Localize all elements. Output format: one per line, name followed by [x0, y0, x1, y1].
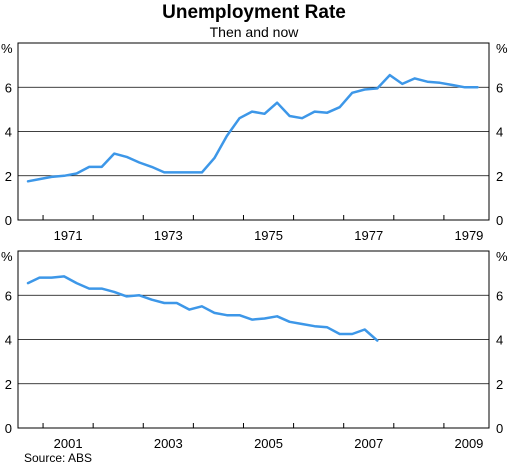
panel-top: 0 0 2 2 4 4 6 6% % 1971 1973 1975 1977 1979 [1, 41, 508, 243]
y-tick-label-right: 2 [496, 169, 503, 184]
y-tick-label-right: 6 [496, 288, 503, 303]
series-line [26, 73, 479, 183]
unit-label-right: % [496, 41, 508, 56]
series-line [26, 275, 379, 342]
y-tick-label-left: 0 [5, 421, 12, 436]
x-tick-label: 1973 [154, 228, 183, 243]
y-tick-label-right: 0 [496, 421, 503, 436]
y-tick-label-left: 0 [5, 213, 12, 228]
x-tick-label: 2009 [454, 436, 483, 451]
y-tick-label-right: 4 [496, 333, 503, 348]
x-tick-label: 1971 [54, 228, 83, 243]
panel-bottom: 0 0 2 2 4 4 6 6% % 2001 2003 2005 2007 2009 [1, 249, 508, 451]
x-tick-label: 2001 [54, 436, 83, 451]
y-tick-label-right: 0 [496, 213, 503, 228]
y-tick-label-left: 4 [5, 333, 12, 348]
y-tick-label-left: 2 [5, 377, 12, 392]
x-tick-label: 1979 [454, 228, 483, 243]
x-tick-label: 2003 [154, 436, 183, 451]
chart-source: Source: ABS [24, 451, 92, 465]
x-tick-label: 1977 [354, 228, 383, 243]
unit-label-left: % [1, 249, 13, 264]
unit-label-left: % [1, 41, 13, 56]
plot-frame [17, 250, 490, 429]
y-tick-label-left: 2 [5, 169, 12, 184]
plot-frame [17, 42, 490, 221]
y-tick-label-right: 6 [496, 80, 503, 95]
y-tick-label-left: 4 [5, 125, 12, 140]
x-tick-label: 2007 [354, 436, 383, 451]
x-tick-label: 2005 [254, 436, 283, 451]
y-tick-label-right: 2 [496, 377, 503, 392]
unit-label-right: % [496, 249, 508, 264]
x-tick-label: 1975 [254, 228, 283, 243]
y-tick-label-right: 4 [496, 125, 503, 140]
chart-subtitle: Then and now [210, 24, 300, 40]
y-tick-label-left: 6 [5, 80, 12, 95]
chart-title: Unemployment Rate [162, 2, 346, 23]
y-tick-label-left: 6 [5, 288, 12, 303]
